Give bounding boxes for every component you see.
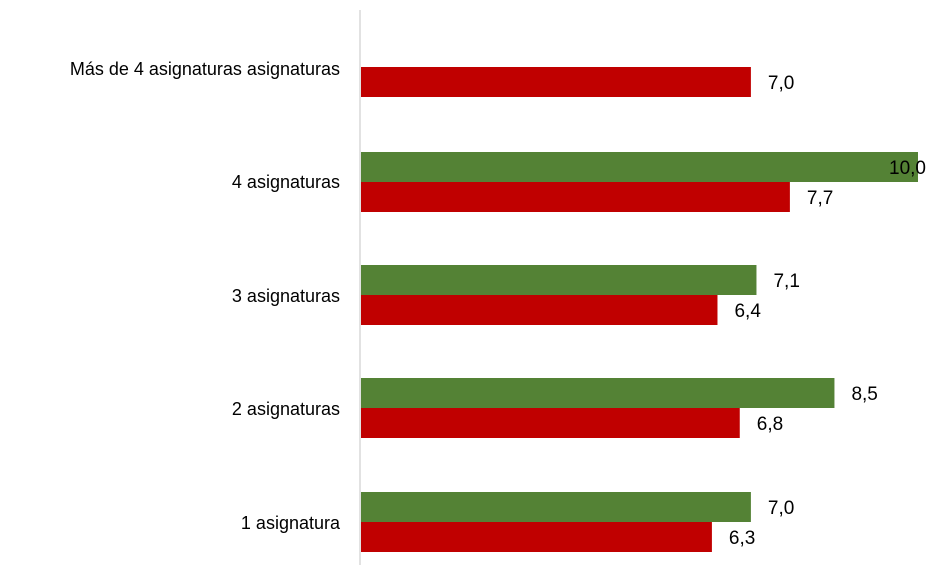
- bars-group: [361, 67, 918, 552]
- value-label: 7,0: [768, 498, 794, 519]
- bar: [361, 522, 712, 552]
- value-label: 8,5: [851, 384, 877, 405]
- value-label: 7,1: [773, 271, 799, 292]
- bar: [361, 152, 918, 182]
- bar: [361, 67, 751, 97]
- category-label: 2 asignaturas: [232, 399, 340, 419]
- value-labels-group: 10,0 7,1 8,5 7,0 7,0 7,7 6,4 6,8 6,3: [729, 73, 926, 549]
- bar: [361, 492, 751, 522]
- category-label: 1 asignatura: [241, 513, 341, 533]
- bar: [361, 408, 740, 438]
- value-label: 6,3: [729, 528, 755, 549]
- category-label: Más de 4 asignaturas asignaturas: [70, 59, 340, 79]
- bar: [361, 378, 835, 408]
- value-label: 7,0: [768, 73, 794, 94]
- value-label: 7,7: [807, 188, 833, 209]
- bar: [361, 182, 790, 212]
- bar: [361, 295, 718, 325]
- value-label: 10,0: [889, 158, 926, 179]
- category-label: 4 asignaturas: [232, 172, 340, 192]
- value-label: 6,4: [734, 301, 761, 322]
- value-label: 6,8: [757, 414, 783, 435]
- category-labels: Más de 4 asignaturas asignaturas 4 asign…: [70, 59, 341, 533]
- bar: [361, 265, 757, 295]
- category-label: 3 asignaturas: [232, 286, 340, 306]
